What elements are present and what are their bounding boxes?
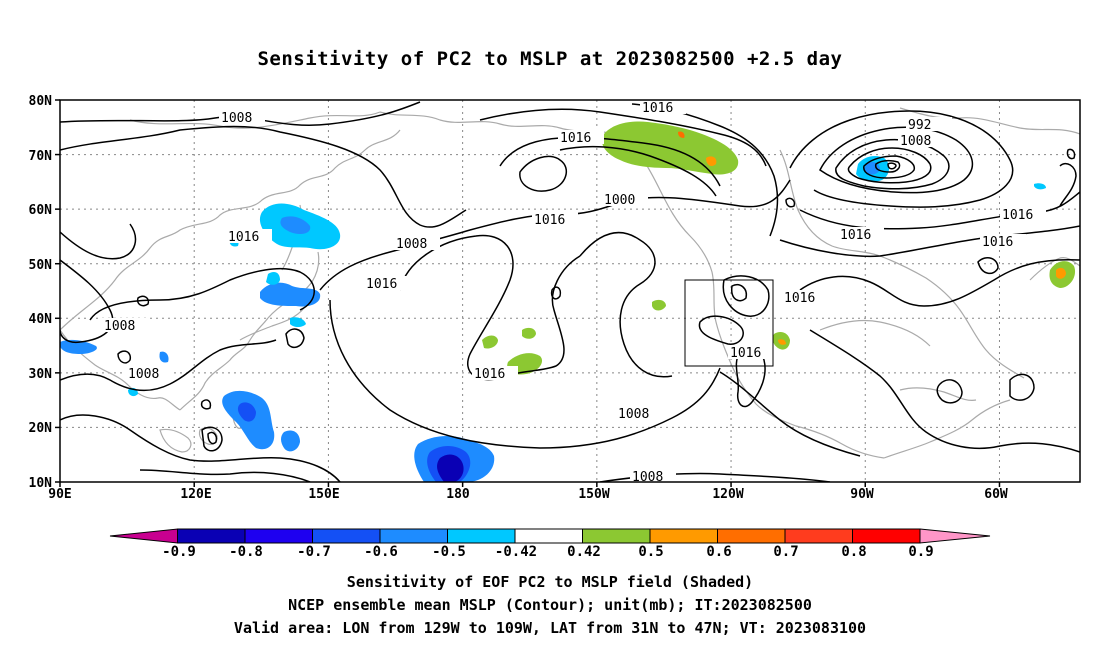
contour-label: 1008 <box>632 470 663 485</box>
lon-label: 120W <box>712 487 743 502</box>
lat-label: 50N <box>29 258 53 273</box>
colorbar-label: -0.8 <box>229 544 263 560</box>
colorbar-segment <box>447 528 516 544</box>
contour-label: 1016 <box>784 291 815 306</box>
colorbar-segment <box>852 528 921 544</box>
colorbar-segment <box>514 528 583 544</box>
colorbar-segment <box>649 528 718 544</box>
contour-label: 1008 <box>104 319 135 334</box>
valid-area-box <box>684 279 774 367</box>
colorbar-label: -0.5 <box>432 544 466 560</box>
colorbar <box>109 528 991 544</box>
lat-label: 40N <box>29 312 53 327</box>
contour-label: 1016 <box>1002 208 1033 223</box>
axis-ticks <box>55 99 1001 487</box>
colorbar-segment <box>784 528 853 544</box>
contour-label: 1008 <box>396 237 427 252</box>
contour-label: 1008 <box>618 407 649 422</box>
contour-label: 1008 <box>900 134 931 149</box>
contour-label: 1008 <box>221 111 252 126</box>
colorbar-segment <box>582 528 651 544</box>
mslp-contours <box>60 101 1080 482</box>
contour-label: 1016 <box>560 131 591 146</box>
lat-label: 20N <box>29 421 53 436</box>
contour-labels: 1008 1016 1008 1016 1008 1016 1008 1016 … <box>102 100 1046 485</box>
lon-label: 120E <box>180 487 211 502</box>
colorbar-segment <box>312 528 381 544</box>
lat-label: 10N <box>29 476 53 491</box>
map-frame <box>59 99 1081 483</box>
colorbar-segment <box>177 528 246 544</box>
map-grid <box>60 100 1080 482</box>
colorbar-label: -0.9 <box>162 544 196 560</box>
colorbar-labels: -0.9 -0.8 -0.7 -0.6 -0.5 -0.42 0.42 0.5 … <box>162 544 934 560</box>
lon-label: 90W <box>850 487 874 502</box>
lat-label: 60N <box>29 203 53 218</box>
contour-label: 1016 <box>982 235 1013 250</box>
lat-label: 80N <box>29 94 53 109</box>
colorbar-label: 0.6 <box>706 544 731 560</box>
colorbar-segment <box>244 528 313 544</box>
lon-label: 150W <box>578 487 609 502</box>
lon-label: 90E <box>48 487 71 502</box>
caption-line-3: Valid area: LON from 129W to 109W, LAT f… <box>233 619 867 637</box>
colorbar-label: 0.8 <box>841 544 866 560</box>
contour-label: 1016 <box>840 228 871 243</box>
caption-line-1: Sensitivity of EOF PC2 to MSLP field (Sh… <box>346 573 754 591</box>
lat-label: 70N <box>29 149 53 164</box>
caption-line-2: NCEP ensemble mean MSLP (Contour); unit(… <box>288 596 812 614</box>
lon-label: 150E <box>308 487 339 502</box>
contour-label: 1000 <box>604 193 635 208</box>
contour-label: 1008 <box>128 367 159 382</box>
contour-label: 1016 <box>534 213 565 228</box>
colorbar-segment <box>379 528 448 544</box>
colorbar-label: 0.9 <box>908 544 933 560</box>
contour-label: 992 <box>908 118 931 133</box>
map-background <box>60 100 1080 482</box>
colorbar-label: -0.6 <box>364 544 398 560</box>
colorbar-over-arrow <box>919 528 991 544</box>
colorbar-under-arrow <box>109 528 178 544</box>
colorbar-segment <box>717 528 786 544</box>
colorbar-label: -0.42 <box>495 544 537 560</box>
lon-label: 180 <box>446 487 470 502</box>
contour-label: 1016 <box>366 277 397 292</box>
contour-label: 1016 <box>474 367 505 382</box>
colorbar-label: 0.5 <box>638 544 663 560</box>
page-title: Sensitivity of PC2 to MSLP at 2023082500… <box>257 48 843 70</box>
axis-labels: 80N 70N 60N 50N 40N 30N 20N 10N 90E 120E… <box>29 94 1008 502</box>
colorbar-label: 0.7 <box>773 544 798 560</box>
lon-label: 60W <box>984 487 1008 502</box>
contour-label: 1016 <box>642 101 673 116</box>
contour-label: 1016 <box>730 346 761 361</box>
contour-label: 1016 <box>228 230 259 245</box>
lat-label: 30N <box>29 367 53 382</box>
colorbar-label: -0.7 <box>297 544 331 560</box>
colorbar-label: 0.42 <box>567 544 601 560</box>
